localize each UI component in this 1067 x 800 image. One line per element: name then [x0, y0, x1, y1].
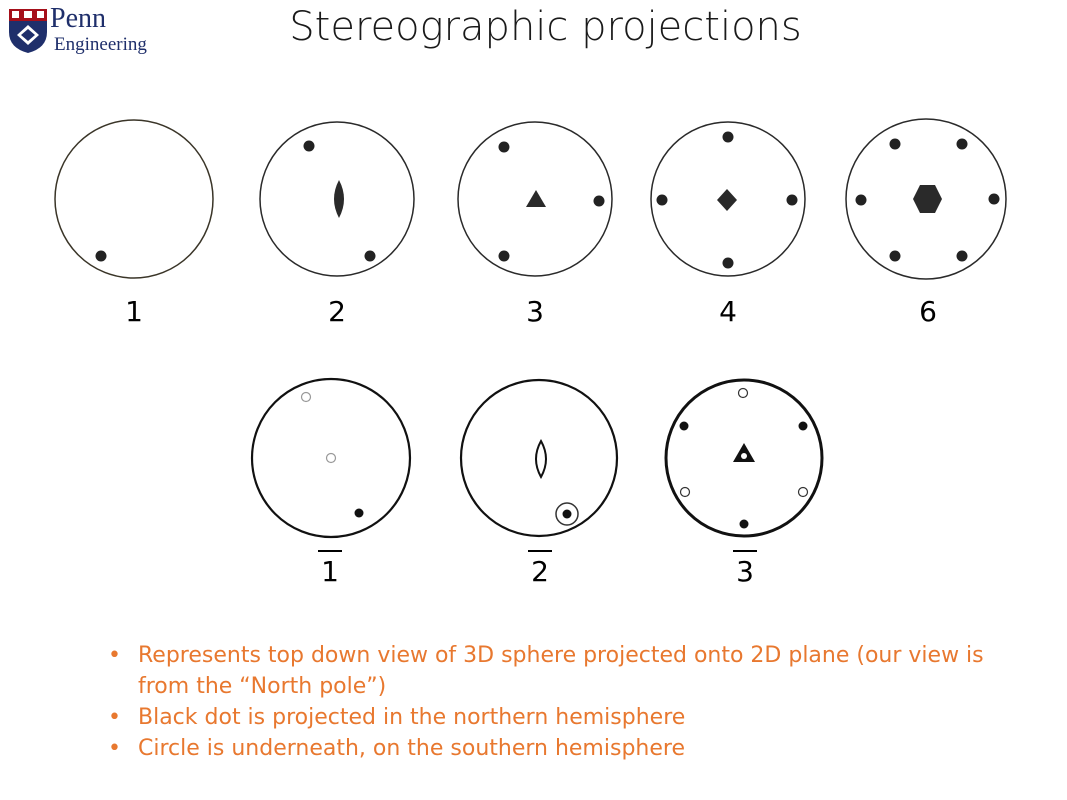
bullet-item: Circle is underneath, on the southern he… [108, 733, 1008, 764]
label-2: 2 [328, 295, 346, 328]
label-3: 3 [526, 295, 544, 328]
logo-text-penn: Penn [50, 3, 106, 34]
penn-engineering-logo: Penn Engineering [8, 3, 168, 66]
projection-bar-1 [250, 377, 412, 539]
bullet-item: Black dot is projected in the northern h… [108, 702, 1008, 733]
bullet-item: Represents top down view of 3D sphere pr… [108, 640, 1008, 702]
label-bar-2: 2 [528, 550, 552, 588]
label-6: 6 [919, 295, 937, 328]
bullet-list: Represents top down view of 3D sphere pr… [108, 640, 1008, 764]
label-bar-3: 3 [733, 550, 757, 588]
projection-bar-3 [664, 378, 824, 538]
logo-text-engineering: Engineering [54, 34, 147, 55]
stereographic-diagrams: 1 2 3 4 6 1 2 3 [54, 118, 1007, 588]
label-1: 1 [125, 295, 143, 328]
label-4: 4 [719, 295, 737, 328]
projection-3 [457, 121, 613, 277]
label-bar-2-text: 2 [531, 555, 549, 588]
projection-4 [650, 121, 806, 277]
penn-shield-icon [9, 9, 47, 53]
projection-6 [845, 118, 1007, 280]
projection-bar-2 [459, 378, 619, 538]
label-bar-1-text: 1 [321, 555, 339, 588]
page-title: Stereographic projections [289, 4, 802, 50]
label-bar-1: 1 [318, 550, 342, 588]
label-bar-3-text: 3 [736, 555, 754, 588]
projection-2 [259, 121, 415, 277]
projection-1 [54, 119, 214, 279]
